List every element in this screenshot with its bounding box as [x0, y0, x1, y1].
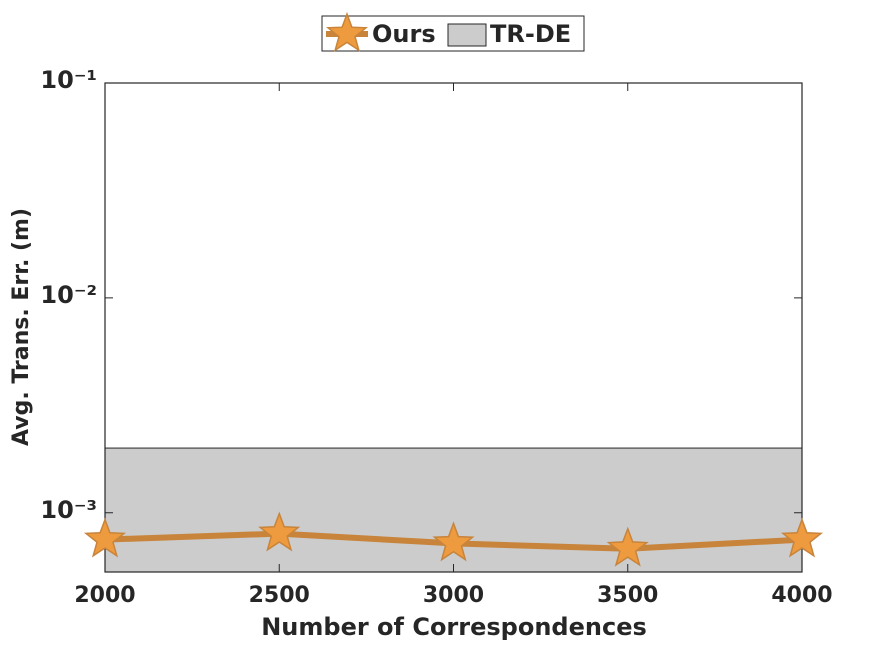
- marker: [83, 517, 127, 558]
- marker: [258, 511, 301, 552]
- x-tick-label: 4000: [771, 583, 832, 608]
- legend-marker: [325, 11, 369, 52]
- legend-label: TR-DE: [490, 20, 571, 48]
- band: [104, 447, 803, 573]
- y-axis-label: Avg. Trans. Err. (m): [9, 208, 34, 446]
- legend-label: Ours: [372, 20, 436, 48]
- x-tick-label: 3000: [423, 583, 484, 608]
- marker: [606, 526, 649, 567]
- y-tick-label: 10⁻¹: [40, 66, 97, 94]
- x-tick-label: 3500: [597, 583, 658, 608]
- legend-swatch: [447, 23, 487, 47]
- x-axis-label: Number of Correspondences: [261, 613, 647, 641]
- marker: [780, 517, 824, 558]
- marker: [432, 521, 475, 562]
- x-tick-label: 2000: [74, 583, 135, 608]
- x-tick-label: 2500: [249, 583, 310, 608]
- y-tick-label: 10⁻³: [40, 496, 97, 524]
- y-tick-label: 10⁻²: [40, 281, 97, 309]
